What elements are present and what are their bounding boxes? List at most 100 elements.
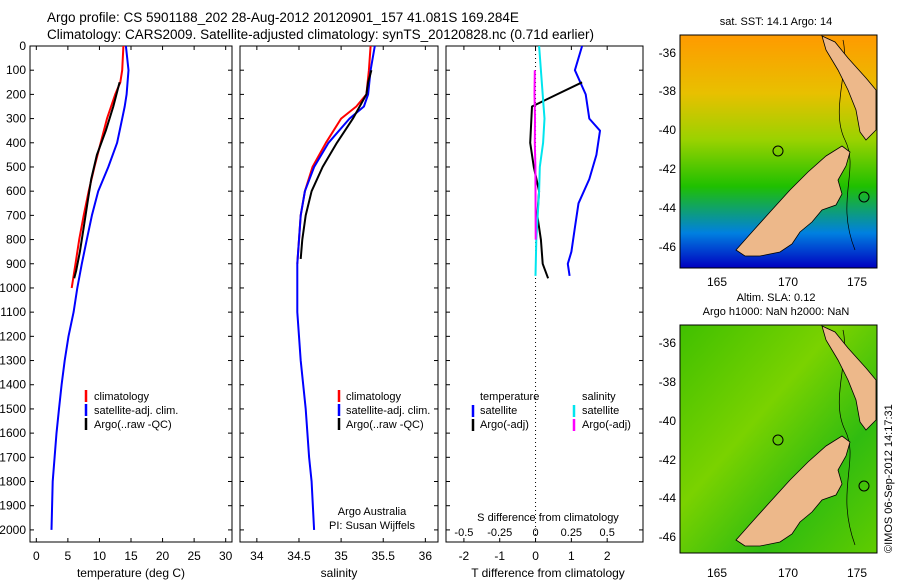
- legend-label-satellite: satellite-adj. clim.: [346, 405, 430, 417]
- y-tick-label: 400: [6, 136, 26, 150]
- legend-label-climatology: climatology: [346, 391, 402, 403]
- difference-xlabel-bottom: T difference from climatology: [471, 566, 625, 580]
- sst-lat-tick: -36: [659, 46, 677, 60]
- legend-label-argo: Argo(..raw -QC): [346, 419, 424, 431]
- y-tick-label: 0: [19, 39, 26, 53]
- sst-lat-tick: -44: [659, 201, 677, 215]
- y-tick-label: 100: [6, 63, 26, 77]
- sla-map-axes: -36 -38 -40 -42 -44 -46 165 170 175: [659, 336, 868, 580]
- sla-map-float-marker: [772, 434, 784, 446]
- sst-map-float-marker: [858, 191, 870, 203]
- legend-label-t-satellite: satellite: [480, 405, 517, 417]
- sla-map-float-marker: [858, 480, 870, 492]
- salinity-plot: 34 34.5 35 35.5 36: [240, 45, 438, 563]
- sst-map: [679, 34, 878, 269]
- title-line-2: Climatology: CARS2009. Satellite-adjuste…: [47, 27, 595, 42]
- temperature-xlabel: temperature (deg C): [77, 566, 185, 580]
- x-tick-label: 20: [156, 549, 170, 563]
- sst-lat-tick: -42: [659, 162, 677, 176]
- x-top-tick-label: -0.5: [454, 527, 473, 539]
- sst-map-title: sat. SST: 14.1 Argo: 14: [720, 16, 833, 28]
- sla-lon-tick: 170: [778, 566, 798, 580]
- series-line: [50, 45, 130, 530]
- x-tick-label: -1: [494, 549, 505, 563]
- x-tick-label: 34: [250, 549, 264, 563]
- x-tick-label: 2: [604, 549, 611, 563]
- sla-map: [679, 324, 878, 554]
- temperature-legend: climatology satellite-adj. clim. Argo(..…: [84, 390, 178, 431]
- sla-lat-tick: -36: [659, 336, 677, 350]
- x-top-tick-label: 0.25: [561, 527, 582, 539]
- series-line: [533, 70, 537, 240]
- x-tick-label: 0: [532, 549, 539, 563]
- sst-map-north-island: [821, 35, 877, 141]
- x-tick-label: 1: [568, 549, 575, 563]
- x-tick-label: 35: [334, 549, 348, 563]
- sla-lon-tick: 175: [847, 566, 867, 580]
- sla-map-frame: [679, 324, 878, 554]
- sla-lat-tick: -42: [659, 453, 677, 467]
- x-tick-label: -2: [459, 549, 470, 563]
- x-tick-label: 10: [93, 549, 107, 563]
- sst-map-land: [735, 145, 851, 257]
- series-line: [73, 82, 121, 279]
- y-tick-label: 1000: [0, 281, 26, 295]
- sla-map-north-island: [821, 325, 877, 431]
- salinity-xlabel: salinity: [321, 566, 358, 580]
- x-tick-label: 15: [124, 549, 138, 563]
- legend-title-temperature: temperature: [480, 391, 539, 403]
- legend-label-t-argo: Argo(-adj): [480, 419, 529, 431]
- sla-lat-tick: -44: [659, 491, 677, 505]
- imos-credit: ©IMOS 06-Sep-2012 14:17:31: [883, 404, 895, 553]
- sla-lat-tick: -46: [659, 530, 677, 544]
- x-top-tick-label: -0.25: [487, 527, 512, 539]
- series-line: [296, 45, 372, 264]
- y-tick-label: 1300: [0, 354, 26, 368]
- y-tick-label: 900: [6, 257, 26, 271]
- y-tick-label: 1400: [0, 378, 26, 392]
- sst-lon-tick: 170: [778, 275, 798, 289]
- y-tick-label: 200: [6, 87, 26, 101]
- y-tick-label: 1900: [0, 499, 26, 513]
- x-tick-label: 35.5: [372, 549, 396, 563]
- salinity-panel-frame: [239, 45, 439, 543]
- sla-lat-tick: -38: [659, 375, 677, 389]
- series-line: [529, 81, 583, 279]
- y-tick-label: 1800: [0, 475, 26, 489]
- sst-lon-tick: 175: [847, 275, 867, 289]
- x-tick-label: 36: [419, 549, 433, 563]
- legend-label-s-argo: Argo(-adj): [582, 419, 631, 431]
- temperature-panel-frame: [29, 45, 233, 543]
- difference-xlabel-top: S difference from climatology: [477, 512, 619, 524]
- temperature-plot: 0100200300400500600700800900100011001200…: [0, 39, 233, 563]
- sla-map-title-2: Argo h1000: NaN h2000: NaN: [703, 306, 850, 318]
- x-top-tick-label: 0.5: [600, 527, 615, 539]
- legend-title-salinity: salinity: [582, 391, 616, 403]
- series-line: [296, 45, 376, 530]
- legend-label-satellite: satellite-adj. clim.: [94, 405, 178, 417]
- title-line-1: Argo profile: CS 5901188_202 28-Aug-2012…: [47, 10, 519, 25]
- x-tick-label: 30: [219, 549, 233, 563]
- sst-lat-tick: -46: [659, 240, 677, 254]
- pi-annotation: PI: Susan Wijffels: [329, 520, 415, 532]
- y-tick-label: 300: [6, 112, 26, 126]
- legend-label-s-satellite: satellite: [582, 405, 619, 417]
- y-tick-label: 1500: [0, 402, 26, 416]
- argo-australia-annotation: Argo Australia: [338, 506, 407, 518]
- series-line: [299, 69, 373, 259]
- y-tick-label: 1600: [0, 426, 26, 440]
- y-tick-label: 800: [6, 233, 26, 247]
- difference-plot: -2 -1 0 1 2 -0.5 -0.25 0 0.25 0.5: [446, 45, 643, 563]
- legend-label-climatology: climatology: [94, 391, 150, 403]
- difference-legend: temperature salinity satellite Argo(-adj…: [471, 391, 631, 431]
- y-tick-label: 1700: [0, 450, 26, 464]
- sla-lat-tick: -40: [659, 414, 677, 428]
- legend-label-argo: Argo(..raw -QC): [94, 419, 172, 431]
- sst-map-float-marker: [772, 145, 784, 157]
- y-tick-label: 500: [6, 160, 26, 174]
- x-tick-label: 34.5: [287, 549, 311, 563]
- x-tick-label: 25: [187, 549, 201, 563]
- difference-panel-frame: [445, 45, 644, 543]
- salinity-legend: climatology satellite-adj. clim. Argo(..…: [337, 390, 430, 431]
